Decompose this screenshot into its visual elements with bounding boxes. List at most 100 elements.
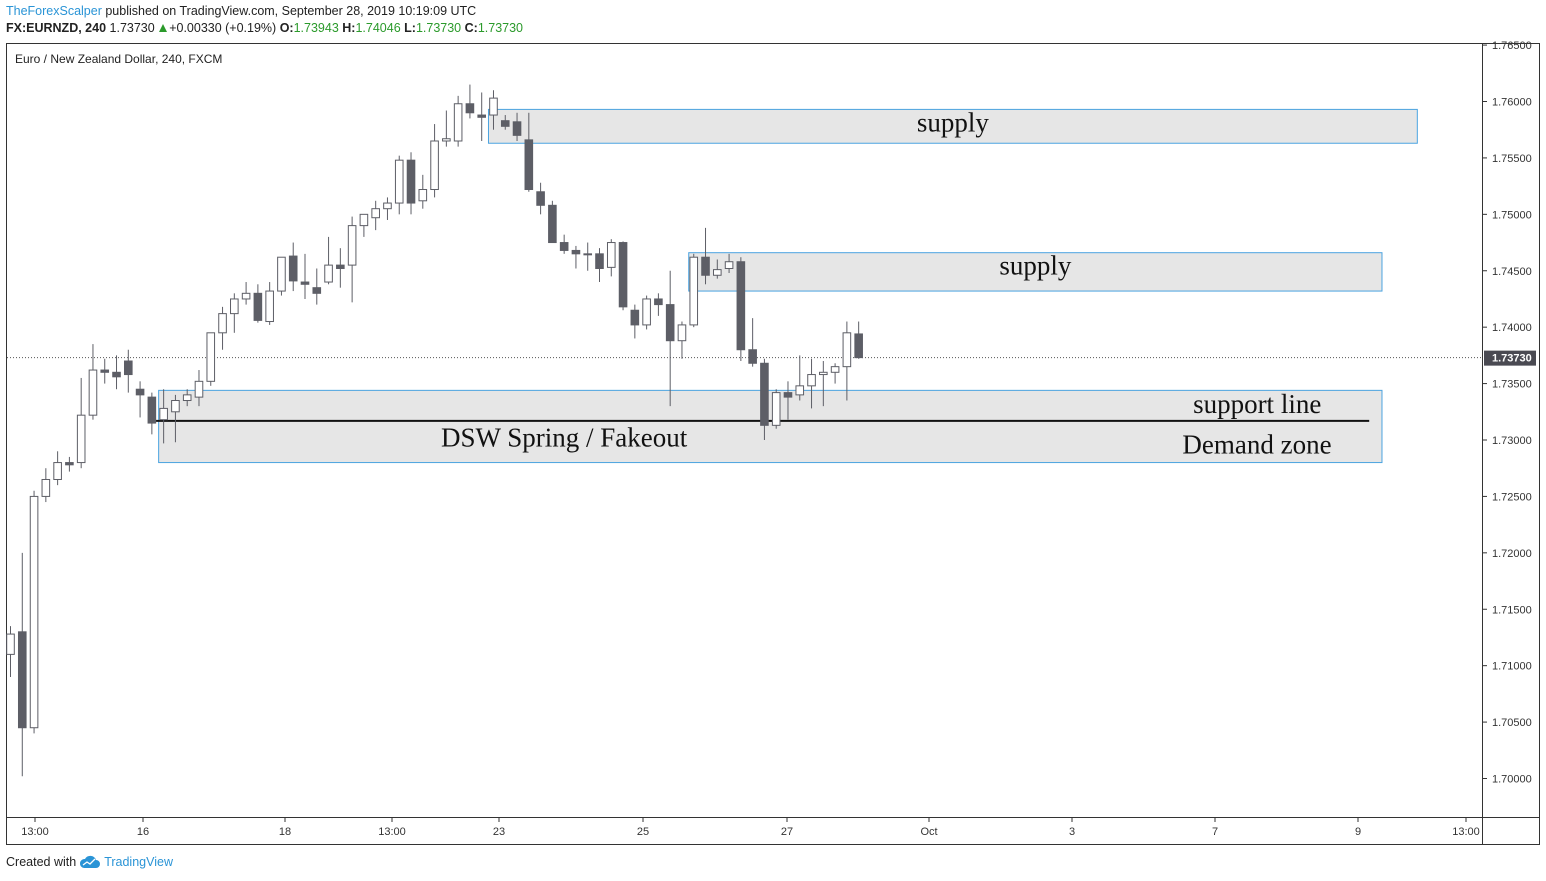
candle-body bbox=[724, 261, 734, 269]
candle-14[interactable] bbox=[171, 394, 180, 443]
candle-16[interactable] bbox=[194, 370, 204, 407]
candle-22[interactable] bbox=[265, 282, 274, 325]
candle-40[interactable] bbox=[477, 92, 486, 141]
candle-47[interactable] bbox=[559, 234, 569, 254]
candle-44[interactable] bbox=[524, 112, 534, 192]
candle-49[interactable] bbox=[583, 242, 593, 271]
candle-11[interactable] bbox=[135, 381, 145, 418]
candle-71[interactable] bbox=[842, 321, 852, 401]
candle-35[interactable] bbox=[418, 174, 428, 209]
zone-2[interactable] bbox=[158, 389, 1383, 464]
candle-62[interactable] bbox=[736, 257, 746, 362]
candle-body bbox=[230, 298, 239, 315]
candle-70[interactable] bbox=[830, 363, 840, 384]
candle-body bbox=[418, 189, 428, 202]
candle-7[interactable] bbox=[88, 344, 98, 420]
candle-26[interactable] bbox=[312, 268, 322, 305]
candle-body bbox=[583, 253, 593, 256]
author-link[interactable]: TheForexScalper bbox=[6, 4, 102, 18]
y-tick-label: 1.70000 bbox=[1492, 774, 1532, 786]
candle-32[interactable] bbox=[383, 197, 392, 220]
candle-60[interactable] bbox=[713, 259, 722, 279]
candle-29[interactable] bbox=[347, 216, 357, 303]
zone-label-2: Demand zone bbox=[1182, 430, 1331, 460]
candle-9[interactable] bbox=[112, 355, 121, 390]
candle-13[interactable] bbox=[159, 389, 168, 444]
candle-19[interactable] bbox=[230, 293, 239, 333]
candle-34[interactable] bbox=[406, 152, 416, 215]
candle-51[interactable] bbox=[606, 239, 616, 277]
candle-66[interactable] bbox=[783, 381, 793, 420]
candle-41[interactable] bbox=[489, 90, 498, 130]
candle-38[interactable] bbox=[453, 95, 463, 147]
candle-15[interactable] bbox=[182, 389, 192, 407]
symbol: FX:EURNZD, 240 bbox=[6, 21, 107, 35]
candle-33[interactable] bbox=[394, 155, 404, 215]
candle-23[interactable] bbox=[277, 256, 286, 296]
candle-body bbox=[394, 159, 404, 204]
candle-31[interactable] bbox=[371, 200, 380, 231]
candle-42[interactable] bbox=[500, 115, 510, 130]
candle-21[interactable] bbox=[253, 284, 263, 323]
candle-body bbox=[288, 255, 298, 282]
candle-6[interactable] bbox=[76, 377, 86, 469]
candle-68[interactable] bbox=[807, 358, 816, 409]
candle-50[interactable] bbox=[595, 248, 604, 283]
candle-20[interactable] bbox=[241, 282, 251, 305]
candle-24[interactable] bbox=[288, 242, 298, 292]
candle-body bbox=[100, 369, 110, 373]
zone-1[interactable] bbox=[688, 252, 1383, 292]
candle-25[interactable] bbox=[300, 253, 310, 299]
candle-64[interactable] bbox=[760, 358, 769, 440]
candle-8[interactable] bbox=[100, 358, 110, 384]
candle-55[interactable] bbox=[654, 293, 663, 316]
chart-title: Euro / New Zealand Dollar, 240, FXCM bbox=[15, 52, 223, 66]
candle-72[interactable] bbox=[854, 321, 863, 359]
candle-57[interactable] bbox=[677, 321, 687, 359]
high-label: H: bbox=[342, 21, 356, 35]
candle-1[interactable] bbox=[17, 552, 27, 777]
candle-58[interactable] bbox=[689, 253, 699, 328]
candle-4[interactable] bbox=[53, 451, 62, 486]
candle-67[interactable] bbox=[795, 355, 805, 401]
candle-43[interactable] bbox=[512, 112, 522, 141]
candle-54[interactable] bbox=[642, 295, 651, 330]
candle-27[interactable] bbox=[324, 236, 333, 285]
candle-36[interactable] bbox=[430, 124, 439, 198]
candle-5[interactable] bbox=[65, 456, 74, 472]
candle-10[interactable] bbox=[124, 349, 133, 393]
candle-63[interactable] bbox=[748, 318, 757, 367]
candle-3[interactable] bbox=[41, 468, 51, 503]
candle-30[interactable] bbox=[359, 213, 369, 237]
x-tick-label: 3 bbox=[1069, 826, 1075, 838]
candle-37[interactable] bbox=[442, 110, 451, 147]
y-tick-label: 1.72500 bbox=[1492, 491, 1532, 503]
candle-body bbox=[465, 103, 475, 114]
candle-61[interactable] bbox=[724, 253, 734, 274]
candle-28[interactable] bbox=[336, 248, 345, 288]
candle-56[interactable] bbox=[665, 270, 675, 407]
candle-65[interactable] bbox=[771, 389, 781, 429]
candle-body bbox=[300, 281, 310, 285]
candle-12[interactable] bbox=[147, 392, 157, 435]
tradingview-link[interactable]: TradingView bbox=[104, 855, 173, 869]
zone-0[interactable] bbox=[487, 108, 1418, 144]
candle-52[interactable] bbox=[618, 241, 628, 311]
candle-53[interactable] bbox=[630, 304, 640, 339]
candle-body bbox=[17, 631, 27, 729]
candle-69[interactable] bbox=[819, 361, 828, 407]
candle-body bbox=[500, 120, 510, 127]
candle-46[interactable] bbox=[548, 200, 557, 244]
candle-body bbox=[194, 380, 204, 398]
candle-39[interactable] bbox=[465, 84, 475, 119]
candle-0[interactable] bbox=[6, 626, 15, 677]
candle-59[interactable] bbox=[701, 227, 710, 285]
candle-body bbox=[336, 264, 345, 269]
candle-48[interactable] bbox=[571, 245, 581, 269]
candle-17[interactable] bbox=[206, 332, 216, 386]
candle-2[interactable] bbox=[29, 490, 39, 734]
candle-45[interactable] bbox=[536, 182, 545, 215]
candle-18[interactable] bbox=[218, 306, 227, 350]
candle-body bbox=[29, 495, 39, 729]
